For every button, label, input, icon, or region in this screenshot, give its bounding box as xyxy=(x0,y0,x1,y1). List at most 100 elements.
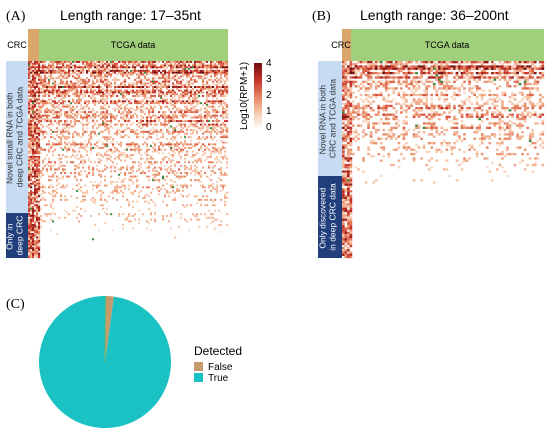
heatmap-cell xyxy=(478,71,482,75)
heatmap-cell xyxy=(28,80,31,83)
heatmap-cell xyxy=(405,85,408,88)
heatmap-cell xyxy=(28,206,31,208)
heatmap-cell xyxy=(42,66,45,69)
heatmap-cell xyxy=(220,98,223,101)
heatmap-cell xyxy=(60,98,63,101)
heatmap-cell xyxy=(106,89,109,92)
heatmap-cell xyxy=(50,98,53,101)
heatmap-cell xyxy=(80,141,83,144)
heatmap-cell xyxy=(126,127,129,130)
heatmap-cell xyxy=(222,105,225,108)
heatmap-cell xyxy=(108,148,111,151)
heatmap-cell xyxy=(90,75,93,78)
heatmap-cell xyxy=(395,87,398,90)
heatmap-cell xyxy=(146,154,149,157)
heatmap-cell xyxy=(468,76,471,79)
heatmap-cell xyxy=(132,107,135,110)
heatmap-cell xyxy=(36,227,39,230)
heatmap-cell xyxy=(120,103,123,106)
heatmap-cell xyxy=(60,132,63,135)
heatmap-cell xyxy=(74,121,77,124)
heatmap-cell xyxy=(222,121,225,124)
heatmap-cell xyxy=(144,200,147,203)
heatmap-cell xyxy=(106,200,109,203)
heatmap-cell xyxy=(216,66,219,69)
heatmap-cell xyxy=(364,89,368,92)
heatmap-cell xyxy=(68,109,71,112)
heatmap-cell xyxy=(367,67,370,70)
heatmap-cell xyxy=(516,115,519,119)
heatmap-cell xyxy=(36,209,39,212)
heatmap-cell xyxy=(367,65,370,68)
heatmap-cell xyxy=(106,166,109,169)
heatmap-cell xyxy=(349,80,353,84)
heatmap-cell xyxy=(92,64,95,67)
heatmap-cell xyxy=(32,227,35,230)
heatmap-cell xyxy=(182,114,185,117)
heatmap-cell xyxy=(166,204,169,207)
heatmap-cell xyxy=(180,64,183,67)
heatmap-cell xyxy=(342,71,345,75)
heatmap-cell xyxy=(448,65,451,68)
heatmap-cell xyxy=(112,114,115,117)
heatmap-cell xyxy=(158,75,161,78)
heatmap-cell xyxy=(110,148,113,151)
heatmap-cell xyxy=(144,102,147,105)
heatmap-cell xyxy=(114,109,117,112)
heatmap-cell xyxy=(84,100,87,103)
heatmap-cell xyxy=(198,116,201,119)
heatmap-cell xyxy=(140,166,143,169)
heatmap-cell xyxy=(36,236,39,239)
heatmap-cell xyxy=(460,113,464,116)
heatmap-cell xyxy=(140,120,143,123)
heatmap-cell xyxy=(92,168,95,171)
heatmap-cell xyxy=(56,127,59,130)
heatmap-cell xyxy=(362,109,365,112)
heatmap-cell xyxy=(513,69,517,73)
heatmap-cell xyxy=(98,78,101,81)
heatmap-cell xyxy=(186,204,189,207)
heatmap-cell xyxy=(110,100,113,103)
heatmap-cell xyxy=(54,71,57,74)
heatmap-cell xyxy=(453,87,456,90)
heatmap-cell xyxy=(208,120,211,123)
heatmap-cell xyxy=(150,91,153,94)
heatmap-cell xyxy=(194,91,197,94)
heatmap-cell xyxy=(92,62,95,65)
heatmap-cell xyxy=(98,173,101,176)
heatmap-cell xyxy=(379,76,383,79)
heatmap-cell xyxy=(74,209,77,212)
panel-a-rowgroup-only-line2: deep CRC xyxy=(15,216,25,256)
heatmap-cell xyxy=(44,111,47,114)
heatmap-cell xyxy=(94,93,97,96)
heatmap-cell xyxy=(62,102,65,105)
heatmap-cell xyxy=(124,107,127,110)
heatmap-cell xyxy=(521,113,524,116)
heatmap-cell xyxy=(176,107,179,110)
heatmap-cell xyxy=(160,77,163,80)
heatmap-cell xyxy=(146,148,149,151)
heatmap-cell xyxy=(166,168,169,171)
heatmap-cell xyxy=(32,157,35,160)
heatmap-cell xyxy=(38,138,41,140)
heatmap-cell xyxy=(212,89,215,92)
heatmap-cell xyxy=(200,91,203,94)
heatmap-cell xyxy=(102,91,105,94)
heatmap-cell xyxy=(200,107,203,110)
heatmap-cell xyxy=(214,91,217,94)
heatmap-cell xyxy=(28,61,31,63)
heatmap-cell xyxy=(168,102,171,105)
heatmap-cell xyxy=(44,64,47,67)
heatmap-cell xyxy=(104,125,107,128)
heatmap-cell xyxy=(186,220,189,223)
heatmap-cell xyxy=(180,82,183,85)
heatmap-cell xyxy=(222,116,225,119)
heatmap-cell xyxy=(32,77,35,80)
heatmap-cell xyxy=(198,100,201,103)
heatmap-cell xyxy=(186,102,189,105)
heatmap-cell xyxy=(513,71,517,75)
heatmap-cell xyxy=(66,198,69,201)
heatmap-cell xyxy=(369,78,373,81)
heatmap-cell xyxy=(523,102,527,105)
heatmap-cell xyxy=(28,89,31,92)
